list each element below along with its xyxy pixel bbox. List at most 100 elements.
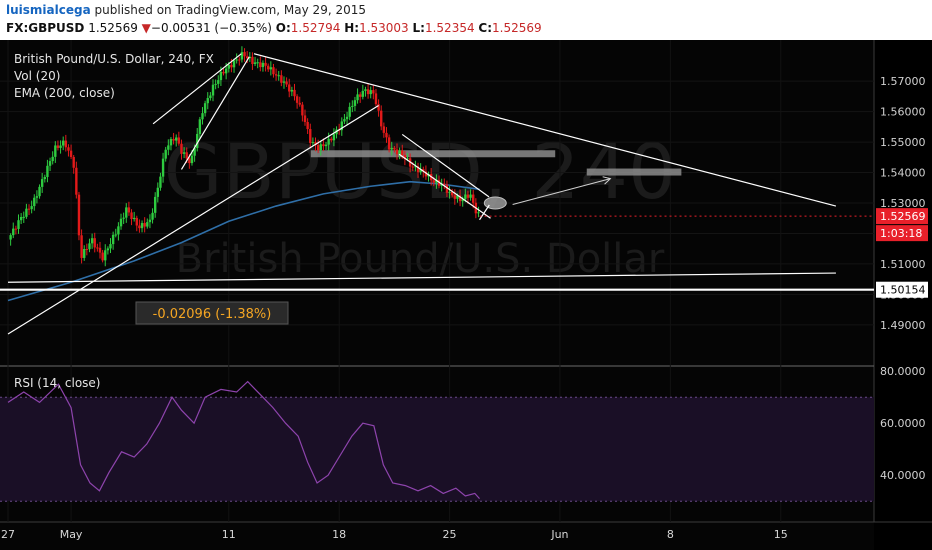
candle-body: [453, 195, 457, 199]
candle-body: [33, 197, 36, 207]
zones: [310, 150, 682, 176]
candle-body: [85, 249, 89, 251]
candle-body: [40, 179, 44, 187]
candle-body: [298, 102, 301, 105]
price-zone: [310, 150, 556, 158]
candle-body: [369, 90, 372, 95]
candle-body: [151, 212, 154, 220]
candle-body: [309, 129, 312, 143]
candle-body: [140, 223, 144, 229]
candle-body: [122, 217, 125, 219]
candle-body: [30, 206, 33, 210]
candle-body: [464, 194, 467, 200]
candle-body: [17, 220, 20, 229]
time-tick-label: Jun: [550, 528, 568, 541]
open-value: 1.52794: [290, 21, 341, 35]
symbol-label[interactable]: FX:GBPUSD: [6, 21, 85, 35]
candle-body: [401, 150, 404, 155]
candle-body: [340, 121, 343, 131]
candle-body: [22, 216, 25, 218]
candle-body: [46, 165, 49, 178]
candle-body: [98, 247, 102, 253]
high-value: 1.53003: [359, 21, 409, 35]
candle-body: [264, 62, 267, 66]
candle-body: [193, 148, 196, 156]
candle-body: [227, 64, 230, 69]
candle-body: [167, 145, 170, 150]
candle-body: [319, 144, 322, 151]
candle-body: [175, 137, 178, 141]
candle-body: [119, 218, 123, 227]
support-price-label: 1.50154: [880, 284, 926, 297]
candle-body: [54, 145, 57, 157]
legend-title: British Pound/U.S. Dollar, 240, FX: [14, 52, 214, 66]
candle-body: [374, 93, 378, 105]
candle-body: [324, 144, 328, 147]
author-link[interactable]: luismialcega: [6, 3, 91, 17]
candle-body: [203, 103, 207, 114]
last-price-badge: [876, 208, 928, 225]
trendlines[interactable]: [0, 53, 874, 335]
candle-body: [245, 56, 249, 59]
candle-body: [422, 169, 425, 172]
price-tick-label: 1.53000: [880, 197, 926, 210]
time-tick-label: 8: [667, 528, 674, 541]
candle-body: [477, 212, 480, 214]
candle-body: [43, 177, 46, 180]
candle-body: [188, 158, 191, 164]
time-tick-label: May: [60, 528, 83, 541]
price-zone: [586, 168, 682, 176]
target-ellipse: [483, 196, 507, 210]
candle-body: [196, 133, 199, 149]
low-label: L:: [412, 21, 425, 35]
candle-body: [385, 132, 388, 138]
candle-body: [161, 158, 165, 177]
candle-body: [380, 110, 383, 127]
candle-body: [364, 89, 367, 91]
candle-body: [164, 149, 167, 159]
last-price-label: 1.52569: [880, 210, 926, 223]
candle-body: [56, 145, 60, 148]
candle-body: [253, 62, 257, 65]
candle-body: [169, 138, 173, 146]
candle-body: [274, 74, 278, 76]
price-tick-label: 1.55000: [880, 136, 926, 149]
time-axis-labels: 27 May 11 18 25 Jun 8 15: [1, 528, 788, 541]
candle-body: [38, 186, 41, 197]
candle-body: [414, 166, 417, 168]
measure-box: -0.02096 (-1.38%): [135, 301, 289, 325]
candle-body: [138, 225, 141, 229]
candle-body: [190, 155, 194, 164]
rsi-band: [0, 397, 874, 502]
candle-body: [419, 169, 422, 173]
quote-line: FX:GBPUSD 1.52569 ▼−0.00531 (−0.35%) O:1…: [6, 21, 542, 35]
candle-body: [14, 228, 18, 230]
price-chart[interactable]: GBPUSD, 240 British Pound/U.S. Dollar 1.…: [0, 40, 932, 550]
trendline: [7, 272, 836, 283]
trendline: [401, 133, 490, 198]
candle-body: [109, 244, 112, 249]
trendline: [398, 153, 491, 219]
candle-body: [80, 235, 83, 258]
time-tick-label: 11: [222, 528, 236, 541]
trendline: [7, 104, 379, 335]
low-value: 1.52354: [424, 21, 475, 35]
candle-body: [251, 56, 254, 65]
rsi-pane: [0, 380, 874, 502]
candle-body: [201, 113, 204, 120]
price-tick-label: 1.57000: [880, 75, 926, 88]
price-tick-label: 1.51000: [880, 258, 926, 271]
candle-body: [330, 138, 333, 141]
candle-body: [382, 126, 386, 133]
markers: 1.52569 1:03:18 1.50154: [479, 208, 928, 298]
candle-body: [198, 119, 202, 134]
countdown-label: 1:03:18: [880, 227, 922, 240]
price-change: −0.00531 (−0.35%): [150, 21, 272, 35]
candle-body: [322, 144, 325, 147]
small-arrow: [479, 204, 490, 221]
measure-box-bg: [135, 301, 289, 325]
candle-body: [114, 234, 117, 236]
candle-body: [282, 81, 286, 83]
candle-body: [143, 223, 146, 227]
candle-body: [295, 96, 299, 103]
